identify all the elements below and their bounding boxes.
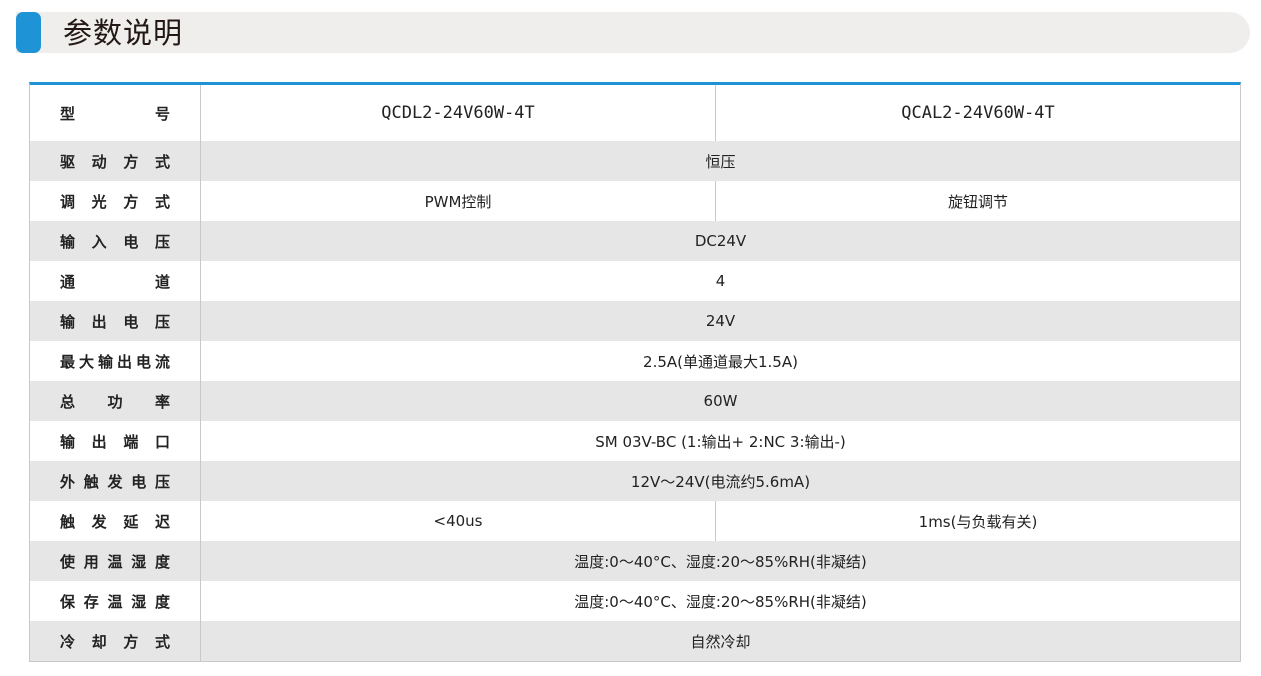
row-value: 2.5A(单通道最大1.5A) (643, 352, 798, 371)
row-label-cell: 最大输出电流 (30, 341, 201, 381)
table-row: 输出端口 SM 03V-BC (1:输出+ 2:NC 3:输出-) (30, 421, 1240, 461)
row-label-cell: 输出端口 (30, 421, 201, 461)
table-row: 通道 4 (30, 261, 1240, 301)
row-label: 总功率 (60, 392, 170, 411)
row-label: 保存温湿度 (60, 592, 170, 611)
spec-table: 型号 QCDL2-24V60W-4T QCAL2-24V60W-4T 驱动方式 恒… (29, 82, 1241, 662)
row-label-cell: 触发延迟 (30, 501, 201, 541)
row-value: <40us (201, 501, 716, 541)
row-label: 输出电压 (60, 312, 170, 331)
table-row: 保存温湿度 温度:0～40°C、湿度:20～85%RH(非凝结) (30, 581, 1240, 621)
table-row: 外触发电压 12V～24V(电流约5.6mA) (30, 461, 1240, 501)
row-label: 输入电压 (60, 232, 170, 251)
header-label: 型号 (60, 104, 170, 123)
row-label-cell: 使用温湿度 (30, 541, 201, 581)
row-label: 外触发电压 (60, 472, 170, 491)
row-label: 调光方式 (60, 192, 170, 211)
table-row: 最大输出电流 2.5A(单通道最大1.5A) (30, 341, 1240, 381)
row-label-cell: 通道 (30, 261, 201, 301)
row-label: 输出端口 (60, 432, 170, 451)
row-value: 温度:0～40°C、湿度:20～85%RH(非凝结) (574, 592, 867, 611)
table-row: 驱动方式 恒压 (30, 141, 1240, 181)
row-label-cell: 输出电压 (30, 301, 201, 341)
table-row: 调光方式 PWM控制 旋钮调节 (30, 181, 1240, 221)
row-value: 24V (705, 312, 736, 330)
row-label: 冷却方式 (60, 632, 170, 651)
row-label-cell: 保存温湿度 (30, 581, 201, 621)
table-row: 冷却方式 自然冷却 (30, 621, 1240, 661)
row-value: 温度:0～40°C、湿度:20～85%RH(非凝结) (574, 552, 867, 571)
title-accent-block (16, 12, 41, 53)
row-value: 恒压 (705, 152, 736, 171)
row-value: PWM控制 (201, 181, 716, 221)
row-value: 旋钮调节 (947, 192, 1008, 211)
section-title: 参数说明 (63, 16, 184, 50)
row-value: 自然冷却 (690, 632, 751, 651)
model-cell: QCDL2-24V60W-4T (201, 85, 716, 141)
table-header-row: 型号 QCDL2-24V60W-4T QCAL2-24V60W-4T (30, 85, 1240, 141)
row-value: SM 03V-BC (1:输出+ 2:NC 3:输出-) (595, 432, 846, 451)
row-label-cell: 冷却方式 (30, 621, 201, 661)
row-label: 通道 (60, 272, 170, 291)
row-label-cell: 驱动方式 (30, 141, 201, 181)
table-row: 总功率 60W (30, 381, 1240, 421)
section-title-bar: 参数说明 (16, 12, 1250, 53)
table-row: 输出电压 24V (30, 301, 1240, 341)
row-label-cell: 输入电压 (30, 221, 201, 261)
row-label: 最大输出电流 (60, 352, 170, 371)
row-value: DC24V (694, 232, 747, 250)
row-value: 12V～24V(电流约5.6mA) (630, 472, 811, 491)
table-row: 输入电压 DC24V (30, 221, 1240, 261)
row-label-cell: 外触发电压 (30, 461, 201, 501)
row-label: 使用温湿度 (60, 552, 170, 571)
row-value: 60W (703, 392, 738, 410)
row-value: 1ms(与负载有关) (918, 512, 1038, 531)
row-label: 触发延迟 (60, 512, 170, 531)
row-label-cell: 调光方式 (30, 181, 201, 221)
row-value: 4 (715, 272, 726, 290)
table-row: 触发延迟 <40us 1ms(与负载有关) (30, 501, 1240, 541)
header-label-cell: 型号 (30, 85, 201, 141)
row-label: 驱动方式 (60, 152, 170, 171)
table-row: 使用温湿度 温度:0～40°C、湿度:20～85%RH(非凝结) (30, 541, 1240, 581)
row-label-cell: 总功率 (30, 381, 201, 421)
model-cell: QCAL2-24V60W-4T (901, 103, 1055, 123)
